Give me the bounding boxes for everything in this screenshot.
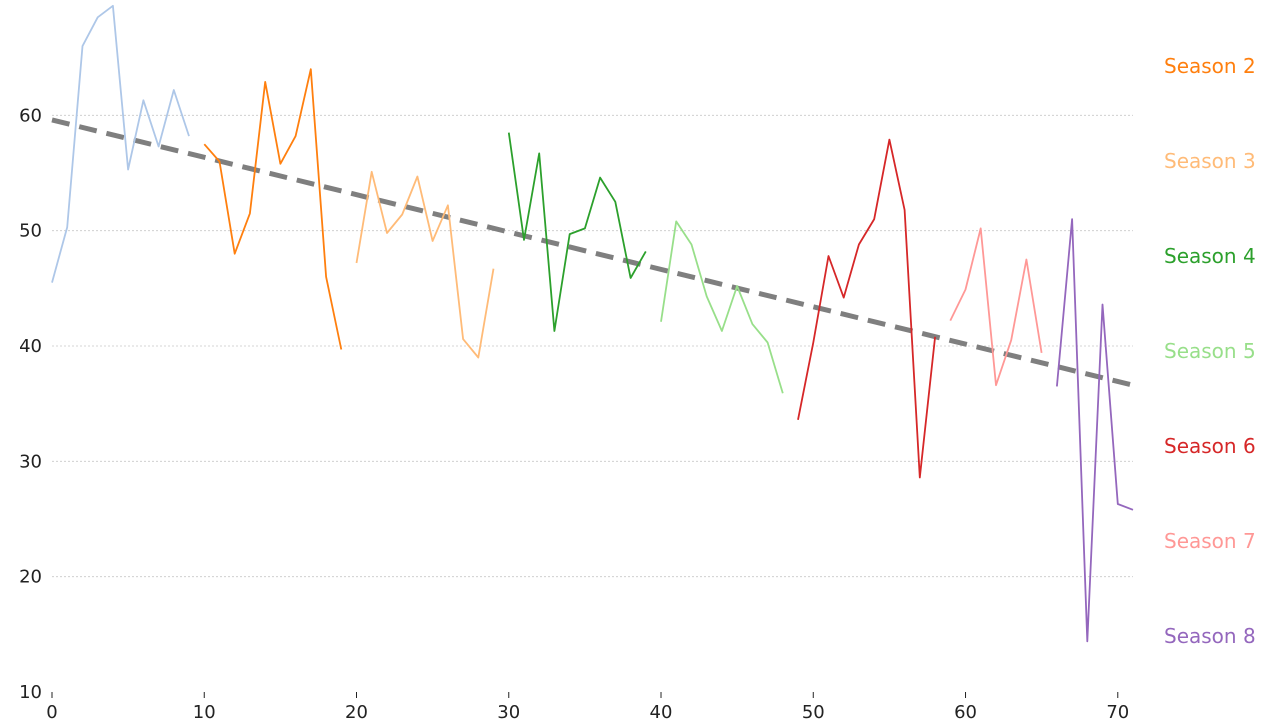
x-tick-label-30: 30 (497, 702, 520, 720)
x-tick-label-20: 20 (345, 702, 368, 720)
y-tick-label-10: 10 (19, 682, 42, 703)
legend-entry-season-7: Season 7 (1164, 529, 1256, 553)
x-tick-label-60: 60 (954, 702, 977, 720)
y-tick-label-20: 20 (19, 567, 42, 588)
series-line-season-3 (355, 170, 495, 359)
legend-entry-season-4: Season 4 (1164, 244, 1256, 268)
legend: Season 2 Season 3 Season 4 Season 5 Season 6… (1164, 54, 1256, 648)
series-line-season-6 (797, 138, 936, 479)
x-tick-label-40: 40 (650, 702, 673, 720)
legend-entry-season-6: Season 6 (1164, 434, 1256, 458)
series-line-season-5 (660, 220, 784, 394)
series-layer (51, 4, 1134, 643)
x-tick-label-0: 0 (46, 702, 57, 720)
legend-entry-season-5: Season 5 (1164, 339, 1256, 363)
y-tick-label-60: 60 (19, 105, 42, 126)
series-line-season-2 (203, 68, 343, 350)
trend-line-layer (51, 117, 1134, 388)
series-line-season-7 (949, 227, 1043, 387)
legend-entry-season-2: Season 2 (1164, 54, 1256, 78)
legend-entry-season-3: Season 3 (1164, 149, 1256, 173)
series-line-season-4 (507, 132, 647, 332)
x-tick-label-70: 70 (1106, 702, 1129, 720)
series-line-season-1 (51, 4, 190, 283)
y-tick-label-30: 30 (19, 451, 42, 472)
y-tick-label-50: 50 (19, 221, 42, 242)
gridlines (52, 114, 1133, 578)
x-tick-label-50: 50 (802, 702, 825, 720)
legend-entry-season-8: Season 8 (1164, 624, 1256, 648)
y-tick-label-40: 40 (19, 336, 42, 357)
x-tick-label-10: 10 (193, 702, 216, 720)
trend-line (51, 117, 1134, 388)
series-line-season-8 (1056, 218, 1134, 643)
